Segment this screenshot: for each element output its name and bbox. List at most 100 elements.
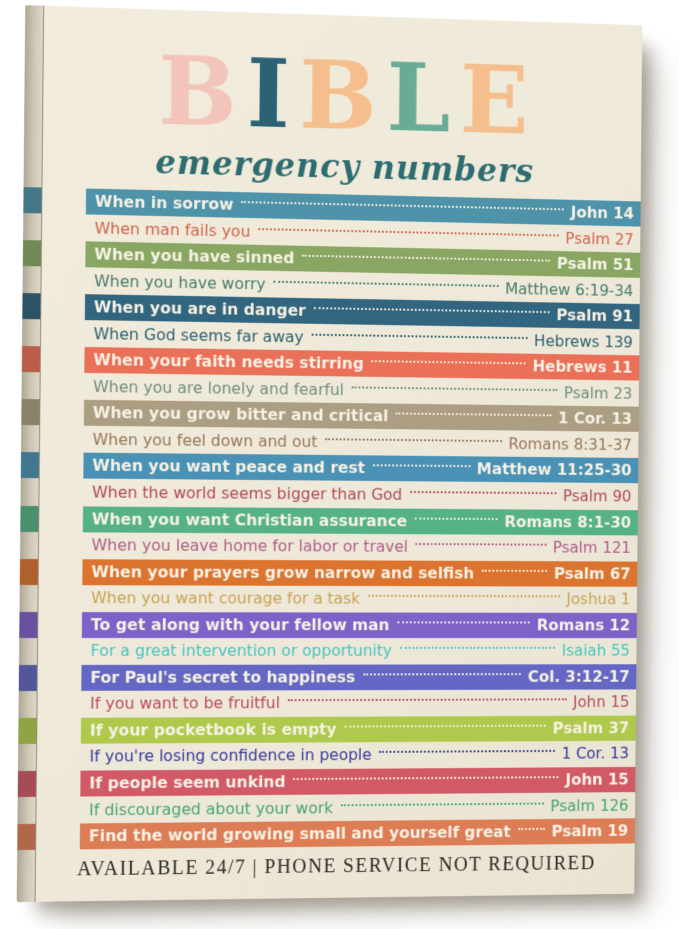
dot-leader xyxy=(273,280,499,287)
row-reference: John 15 xyxy=(565,769,629,789)
row-label: When you want Christian assurance xyxy=(91,509,408,530)
edge-color-tab xyxy=(18,717,37,744)
row-label: For a great intervention or opportunity xyxy=(90,641,393,661)
edge-gap xyxy=(18,691,36,717)
dot-leader xyxy=(340,802,544,806)
row-label: If you want to be fruitful xyxy=(89,693,281,714)
edge-color-tab xyxy=(21,399,40,426)
row-label: When in sorrow xyxy=(94,191,234,214)
dot-leader xyxy=(362,673,522,676)
row-reference: Psalm 91 xyxy=(556,305,634,326)
dot-leader xyxy=(395,412,552,417)
verse-row: For Paul's secret to happiness Col. 3:12-… xyxy=(81,664,637,691)
poster-title: BIBLE xyxy=(49,36,642,157)
edge-color-tab xyxy=(22,240,41,267)
edge-gap xyxy=(17,797,35,823)
dot-leader xyxy=(287,698,567,702)
row-reference: Hebrews 11 xyxy=(532,356,633,377)
row-label: When you grow bitter and critical xyxy=(92,403,389,426)
row-label: When God seems far away xyxy=(93,323,304,347)
row-reference: Romans 12 xyxy=(536,615,631,634)
edge-color-tab xyxy=(18,664,37,691)
row-label: When you have worry xyxy=(94,271,266,294)
row-reference: Hebrews 139 xyxy=(533,331,633,352)
row-label: When you leave home for labor or travel xyxy=(91,535,409,556)
verse-row: To get along with your fellow man Romans … xyxy=(81,611,637,638)
row-label: If discouraged about your work xyxy=(88,798,334,819)
dot-leader xyxy=(379,750,556,754)
verse-list: When in sorrow John 14 When man fails you P… xyxy=(79,188,641,850)
dot-leader xyxy=(371,360,526,365)
verse-row: When the world seems bigger than God Psal… xyxy=(83,480,638,510)
edge-gap xyxy=(22,320,40,346)
row-reference: Psalm 90 xyxy=(562,486,632,506)
edge-color-tab xyxy=(20,505,39,532)
row-label: When the world seems bigger than God xyxy=(92,482,403,504)
title-letter-4: E xyxy=(459,45,539,157)
verse-row: When you want courage for a task Joshua 1 xyxy=(82,585,637,612)
row-reference: John 14 xyxy=(570,202,635,223)
row-reference: Psalm 23 xyxy=(563,383,633,403)
row-label: Find the world growing small and yoursel… xyxy=(88,822,511,846)
row-label: When you want peace and rest xyxy=(92,456,365,478)
row-reference: Psalm 51 xyxy=(556,254,634,275)
verse-row: If you want to be fruitful John 15 xyxy=(81,690,636,717)
row-label: To get along with your fellow man xyxy=(90,614,390,634)
dot-leader xyxy=(293,776,559,781)
dot-leader xyxy=(311,333,528,339)
row-reference: Psalm 67 xyxy=(553,563,631,583)
edge-gap xyxy=(19,585,37,611)
edge-color-tab xyxy=(22,293,41,320)
edge-color-tab xyxy=(19,611,38,638)
row-reference: John 15 xyxy=(572,692,630,712)
edge-gap xyxy=(22,373,40,399)
edge-color-tab xyxy=(19,558,38,585)
row-reference: Joshua 1 xyxy=(566,589,631,609)
canvas-edge-top-pad xyxy=(24,5,44,187)
edge-color-tab xyxy=(21,346,40,373)
dot-leader xyxy=(367,595,560,598)
row-reference: Psalm 37 xyxy=(552,718,630,738)
row-label: When you are in danger xyxy=(93,297,306,320)
dot-leader xyxy=(372,464,471,468)
dot-leader xyxy=(258,227,559,237)
verse-row: For a great intervention or opportunity I… xyxy=(82,638,637,664)
verse-row: When you want peace and rest Matthew 11:2… xyxy=(83,453,639,484)
row-reference: Isaiah 55 xyxy=(561,641,631,660)
canvas-poster: BIBLE emergency numbers When in sorrow Jo… xyxy=(16,5,643,903)
edge-gap xyxy=(23,214,41,240)
title-letter-3: L xyxy=(385,43,461,155)
row-reference: Psalm 121 xyxy=(552,538,632,557)
verse-row: When your prayers grow narrow and selfis… xyxy=(82,558,638,587)
dot-leader xyxy=(325,438,502,442)
edge-color-tab xyxy=(17,824,36,851)
row-label: When you have sinned xyxy=(94,244,295,268)
dot-leader xyxy=(344,724,546,728)
edge-gap xyxy=(20,532,38,558)
dot-leader xyxy=(302,254,551,262)
poster-footer-tagline: AVAILABLE 24/7 | PHONE SERVICE NOT REQUI… xyxy=(77,852,596,881)
dot-leader xyxy=(397,621,531,624)
row-reference: Psalm 27 xyxy=(565,228,634,249)
row-label: If your pocketbook is empty xyxy=(89,719,337,740)
verse-row: If people seem unkind John 15 xyxy=(80,766,636,797)
dot-leader xyxy=(351,386,558,391)
row-reference: Romans 8:1-30 xyxy=(504,511,632,532)
edge-color-tab xyxy=(20,452,39,479)
edge-gap xyxy=(19,638,37,664)
row-label: When your faith needs stirring xyxy=(93,350,364,374)
row-label: For Paul's secret to happiness xyxy=(90,667,356,687)
row-label: When your prayers grow narrow and selfis… xyxy=(91,561,475,583)
verse-row: If your pocketbook is empty Psalm 37 xyxy=(80,715,636,744)
verse-row: When you want Christian assurance Romans … xyxy=(82,505,638,536)
poster-front: BIBLE emergency numbers When in sorrow Jo… xyxy=(35,5,643,902)
row-label: When man fails you xyxy=(94,218,251,241)
row-reference: Romans 8:31-37 xyxy=(508,434,632,454)
verse-row: When you leave home for labor or travel P… xyxy=(83,532,638,560)
row-label: When you are lonely and fearful xyxy=(93,376,344,399)
dot-leader xyxy=(241,201,565,211)
row-label: If you're losing confidence in people xyxy=(89,745,372,767)
row-label: When you want courage for a task xyxy=(90,588,361,608)
edge-color-tab xyxy=(17,770,36,798)
